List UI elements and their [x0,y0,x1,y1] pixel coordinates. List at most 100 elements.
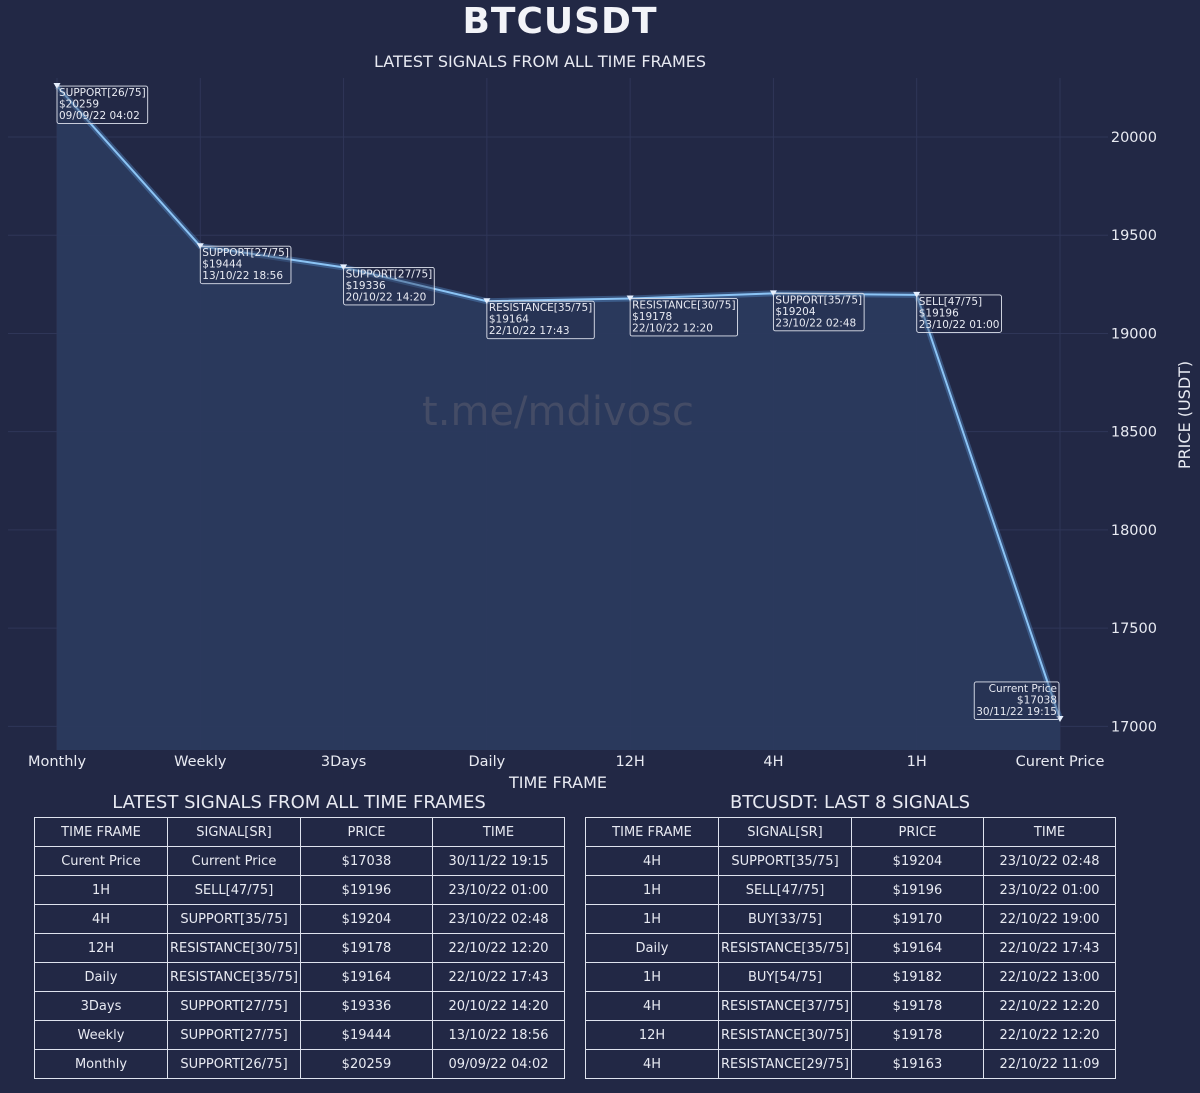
table-cell: Current Price [167,846,301,876]
table-cell: $19164 [851,933,984,963]
table-cell: 13/10/22 18:56 [432,1020,565,1050]
annotation-box [199,245,292,285]
annotation-text: 09/09/22 04:02 [59,110,140,122]
right-signals-table: TIME FRAME SIGNAL[SR] PRICE TIME 4H SUPPORT[3… [585,817,1116,1079]
table-row: 4H SUPPORT[35/75] $19204 23/10/22 02:48 [34,904,565,934]
table-cell: SUPPORT[27/75] [167,991,301,1021]
annotation-text: 23/10/22 02:48 [775,317,856,329]
table-cell: 23/10/22 02:48 [432,904,565,934]
table-cell: 4H [34,904,168,934]
table-cell: 23/10/22 01:00 [432,875,565,905]
table-cell: $19204 [851,846,984,876]
table-cell: $19444 [300,1020,433,1050]
table-cell: 22/10/22 13:00 [983,962,1116,992]
table-row: 1H BUY[33/75] $19170 22/10/22 19:00 [585,904,1116,934]
x-tick-label: Monthly [28,754,86,770]
page-title: BTCUSDT [462,1,658,42]
left-signals-table: TIME FRAME SIGNAL[SR] PRICE TIME Curent Pric… [34,817,565,1079]
y-tick-label: 17000 [1111,719,1157,735]
table-cell: 3Days [34,991,168,1021]
price-line [56,85,1061,720]
table-row: 4H RESISTANCE[37/75] $19178 22/10/22 12:20 [585,991,1116,1021]
annotation-box [486,300,595,340]
table-cell: RESISTANCE[35/75] [167,962,301,992]
annotation-text: $19164 [489,314,529,326]
table-cell: SUPPORT[26/75] [167,1049,301,1079]
table-row: Daily RESISTANCE[35/75] $19164 22/10/22 17:… [585,933,1116,963]
y-tick-label: 18000 [1111,523,1157,539]
table-cell: Daily [585,933,719,963]
y-tick-label: 20000 [1111,130,1157,146]
table-cell: $19196 [300,875,433,905]
annotation-text: RESISTANCE[30/75] [632,299,735,311]
annotation-text: 22/10/22 17:43 [489,325,570,337]
table-cell: RESISTANCE[30/75] [718,1020,852,1050]
data-point-marker [340,264,348,271]
chart-marks: Monthly Weekly 3Days Daily 12H 4H 1H Curent Pri… [28,83,1157,770]
x-tick-label: Daily [469,754,506,770]
annotation-text: $17038 [1017,694,1057,706]
table-cell: SUPPORT[35/75] [718,846,852,876]
table-row: Monthly SUPPORT[26/75] $20259 09/09/22 04:0… [34,1049,565,1079]
table-cell: 22/10/22 17:43 [432,962,565,992]
annotation-box [629,298,739,337]
watermark-text: t.me/mdivosc [422,389,694,435]
table-cell: $19204 [300,904,433,934]
table-cell: 22/10/22 19:00 [983,904,1116,934]
table-cell: 4H [585,991,719,1021]
annotation-text: SUPPORT[26/75] [59,87,146,99]
price-chart: Monthly Weekly 3Days Daily 12H 4H 1H Curent Pri… [8,52,1194,792]
annotation-text: $19204 [775,306,815,318]
table-cell: Daily [34,962,168,992]
table-row: 1H BUY[54/75] $19182 22/10/22 13:00 [585,962,1116,992]
annotation-text: SUPPORT[27/75] [202,247,289,259]
column-header: TIME [983,817,1116,847]
table-cell: 20/10/22 14:20 [432,991,565,1021]
table-cell: $20259 [300,1049,433,1079]
table-row: Weekly SUPPORT[27/75] $19444 13/10/22 18:56 [34,1020,565,1050]
table-cell: 22/10/22 11:09 [983,1049,1116,1079]
column-header: TIME FRAME [34,817,168,847]
table-cell: 22/10/22 12:20 [983,1020,1116,1050]
table-row: 4H SUPPORT[35/75] $19204 23/10/22 02:48 [585,846,1116,876]
annotation-box [56,85,149,125]
x-tick-label: 12H [615,754,644,770]
table-cell: $19170 [851,904,984,934]
x-tick-label: Curent Price [1016,754,1105,770]
annotation-text: SELL[47/75] [919,296,982,308]
annotation-text: RESISTANCE[35/75] [489,302,592,314]
table-cell: 4H [585,846,719,876]
annotation-text: 13/10/22 18:56 [202,270,283,282]
table-cell: 12H [34,933,168,963]
table-cell: RESISTANCE[37/75] [718,991,852,1021]
annotation-box [772,292,865,332]
table-cell: BUY[54/75] [718,962,852,992]
x-tick-label: 3Days [321,754,366,770]
x-axis-label: TIME FRAME [508,773,607,792]
table-cell: SUPPORT[27/75] [167,1020,301,1050]
column-header: SIGNAL[SR] [718,817,852,847]
table-cell: SELL[47/75] [167,875,301,905]
left-table-title: LATEST SIGNALS FROM ALL TIME FRAMES [112,792,486,813]
y-tick-label: 17500 [1111,621,1157,637]
annotation-text: SUPPORT[27/75] [346,268,433,280]
annotation-text: SUPPORT[35/75] [775,294,862,306]
table-cell: RESISTANCE[30/75] [167,933,301,963]
table-row: 12H RESISTANCE[30/75] $19178 22/10/22 12:20 [585,1020,1116,1050]
column-header: SIGNAL[SR] [167,817,301,847]
annotation-text: Current Price [989,683,1057,695]
table-cell: RESISTANCE[29/75] [718,1049,852,1079]
annotation-text: $20259 [59,99,99,111]
table-cell: 30/11/22 19:15 [432,846,565,876]
table-cell: 1H [585,904,719,934]
table-row: 1H SELL[47/75] $19196 23/10/22 01:00 [585,875,1116,905]
annotation-text: $19196 [919,307,959,319]
table-cell: $17038 [300,846,433,876]
table-row: 3Days SUPPORT[27/75] $19336 20/10/22 14:20 [34,991,565,1021]
